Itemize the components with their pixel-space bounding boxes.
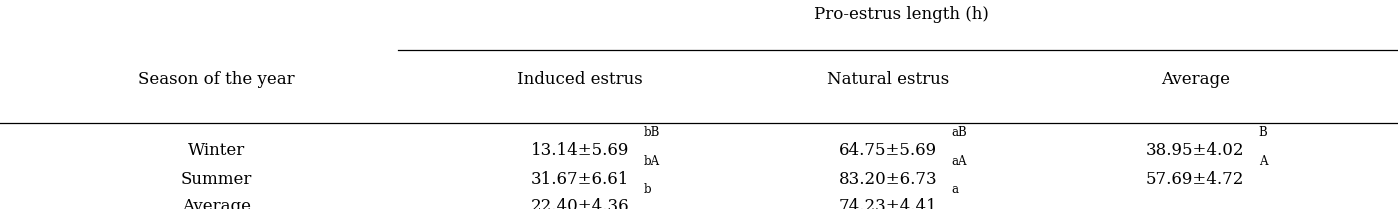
Text: Season of the year: Season of the year	[138, 71, 295, 88]
Text: 31.67±6.61: 31.67±6.61	[531, 171, 629, 188]
Text: Summer: Summer	[180, 171, 253, 188]
Text: 38.95±4.02: 38.95±4.02	[1146, 142, 1244, 159]
Text: a: a	[952, 183, 959, 196]
Text: bA: bA	[643, 155, 660, 168]
Text: 57.69±4.72: 57.69±4.72	[1146, 171, 1244, 188]
Text: Pro-estrus length (h): Pro-estrus length (h)	[814, 6, 990, 23]
Text: aB: aB	[951, 126, 967, 139]
Text: b: b	[644, 183, 651, 196]
Text: A: A	[1258, 155, 1267, 168]
Text: Winter: Winter	[189, 142, 245, 159]
Text: B: B	[1258, 126, 1268, 139]
Text: 64.75±5.69: 64.75±5.69	[839, 142, 937, 159]
Text: Natural estrus: Natural estrus	[826, 71, 949, 88]
Text: aA: aA	[952, 155, 967, 168]
Text: 22.40±4.36: 22.40±4.36	[531, 198, 629, 209]
Text: 83.20±6.73: 83.20±6.73	[839, 171, 937, 188]
Text: 74.23±4.41: 74.23±4.41	[839, 198, 937, 209]
Text: bB: bB	[643, 126, 660, 139]
Text: Induced estrus: Induced estrus	[517, 71, 643, 88]
Text: Average: Average	[1160, 71, 1230, 88]
Text: Average: Average	[182, 198, 252, 209]
Text: 13.14±5.69: 13.14±5.69	[531, 142, 629, 159]
